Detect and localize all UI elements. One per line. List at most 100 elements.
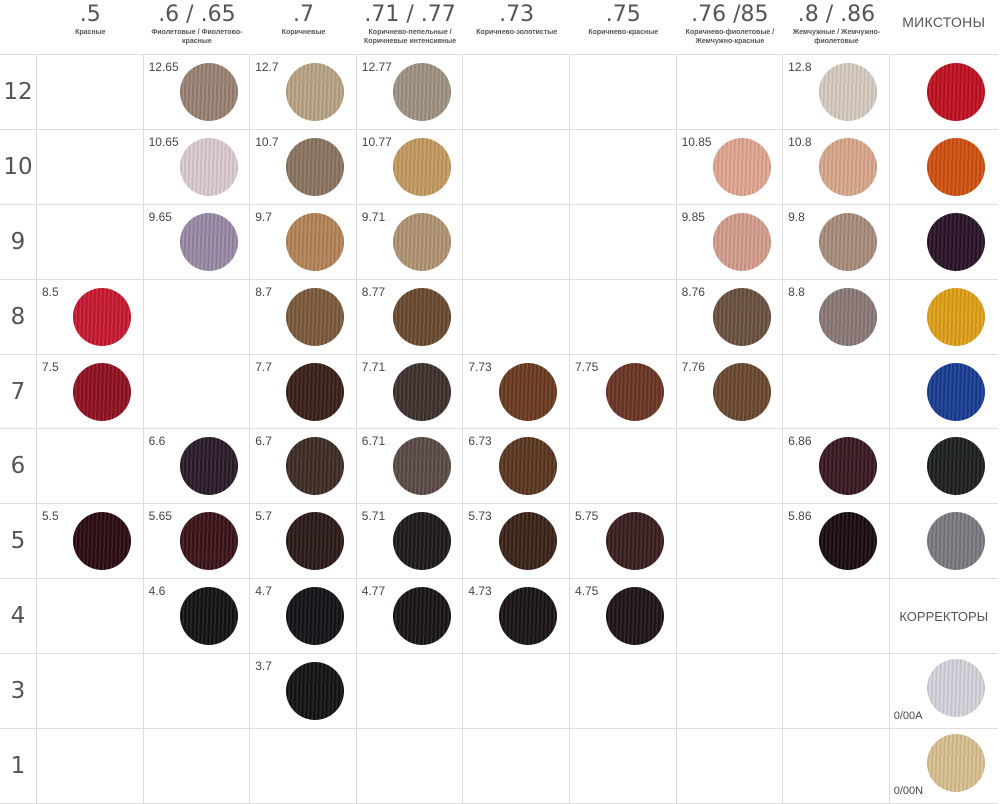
shade-cell[interactable]: 4.7: [250, 579, 357, 655]
shade-cell[interactable]: 10.85: [676, 129, 784, 205]
color-swatch[interactable]: [499, 362, 558, 421]
color-swatch[interactable]: [179, 512, 238, 571]
mixtone-cell[interactable]: [889, 504, 998, 580]
mixtone-swatch[interactable]: [926, 362, 985, 421]
color-swatch[interactable]: [286, 287, 345, 346]
mixtone-cell[interactable]: [889, 429, 998, 505]
color-swatch[interactable]: [499, 512, 558, 571]
shade-cell[interactable]: 6.73: [463, 429, 570, 505]
color-swatch[interactable]: [819, 137, 878, 196]
shade-cell[interactable]: 12.77: [356, 55, 464, 130]
shade-cell[interactable]: 7.71: [356, 354, 464, 430]
mixtone-swatch[interactable]: [926, 512, 985, 571]
shade-cell[interactable]: 3.7: [250, 654, 357, 730]
mixtone-cell[interactable]: [889, 55, 998, 130]
shade-cell[interactable]: 12.65: [143, 55, 251, 130]
color-swatch[interactable]: [179, 212, 238, 271]
corrector-cell[interactable]: 0/00N: [889, 729, 998, 804]
mixtone-swatch[interactable]: [926, 137, 985, 196]
color-swatch[interactable]: [179, 587, 238, 646]
shade-cell[interactable]: 4.75: [569, 579, 677, 655]
shade-cell[interactable]: 6.6: [143, 429, 251, 505]
color-swatch[interactable]: [286, 212, 345, 271]
mixtone-swatch[interactable]: [926, 287, 985, 346]
color-swatch[interactable]: [605, 587, 664, 646]
shade-cell[interactable]: 9.65: [143, 204, 251, 280]
color-swatch[interactable]: [819, 287, 878, 346]
shade-cell[interactable]: 7.75: [569, 354, 677, 430]
color-swatch[interactable]: [392, 362, 451, 421]
corrector-swatch[interactable]: [926, 734, 985, 793]
color-swatch[interactable]: [392, 512, 451, 571]
shade-cell[interactable]: 8.76: [676, 279, 784, 355]
shade-cell[interactable]: 8.8: [783, 279, 890, 355]
shade-cell[interactable]: 5.71: [356, 504, 464, 580]
color-swatch[interactable]: [179, 63, 238, 121]
shade-cell[interactable]: 9.71: [356, 204, 464, 280]
color-swatch[interactable]: [392, 63, 451, 121]
color-swatch[interactable]: [392, 137, 451, 196]
color-swatch[interactable]: [179, 437, 238, 496]
corrector-swatch[interactable]: [926, 659, 985, 718]
color-swatch[interactable]: [286, 512, 345, 571]
color-swatch[interactable]: [286, 437, 345, 496]
mixtone-cell[interactable]: [889, 355, 998, 430]
mixtone-cell[interactable]: [889, 280, 998, 355]
shade-cell[interactable]: 5.75: [569, 504, 677, 580]
shade-cell[interactable]: 6.86: [783, 429, 890, 505]
shade-cell[interactable]: 5.86: [783, 504, 890, 580]
color-swatch[interactable]: [819, 212, 878, 271]
color-swatch[interactable]: [819, 63, 878, 121]
shade-cell[interactable]: 5.5: [37, 504, 144, 580]
shade-cell[interactable]: 10.7: [250, 129, 357, 205]
color-swatch[interactable]: [392, 287, 451, 346]
color-swatch[interactable]: [712, 137, 771, 196]
shade-cell[interactable]: 12.8: [783, 55, 890, 130]
color-swatch[interactable]: [499, 587, 558, 646]
color-swatch[interactable]: [605, 512, 664, 571]
shade-cell[interactable]: 9.85: [676, 204, 784, 280]
color-swatch[interactable]: [286, 587, 345, 646]
mixtone-swatch[interactable]: [926, 212, 985, 271]
color-swatch[interactable]: [819, 437, 878, 496]
shade-cell[interactable]: 6.71: [356, 429, 464, 505]
shade-cell[interactable]: 5.65: [143, 504, 251, 580]
mixtone-swatch[interactable]: [926, 63, 985, 121]
shade-cell[interactable]: 4.77: [356, 579, 464, 655]
shade-cell[interactable]: 6.7: [250, 429, 357, 505]
shade-cell[interactable]: 8.7: [250, 279, 357, 355]
shade-cell[interactable]: 5.73: [463, 504, 570, 580]
color-swatch[interactable]: [73, 287, 131, 346]
shade-cell[interactable]: 7.76: [676, 354, 784, 430]
shade-cell[interactable]: 12.7: [250, 55, 357, 130]
shade-cell[interactable]: 10.65: [143, 129, 251, 205]
color-swatch[interactable]: [819, 512, 878, 571]
shade-cell[interactable]: 8.77: [356, 279, 464, 355]
color-swatch[interactable]: [73, 362, 131, 421]
color-swatch[interactable]: [605, 362, 664, 421]
color-swatch[interactable]: [712, 362, 771, 421]
color-swatch[interactable]: [286, 137, 345, 196]
corrector-cell[interactable]: 0/00A: [889, 654, 998, 730]
mixtone-cell[interactable]: [889, 205, 998, 280]
shade-cell[interactable]: 7.5: [37, 354, 144, 430]
color-swatch[interactable]: [392, 587, 451, 646]
color-swatch[interactable]: [179, 137, 238, 196]
color-swatch[interactable]: [73, 512, 131, 571]
shade-cell[interactable]: 9.7: [250, 204, 357, 280]
mixtone-cell[interactable]: [889, 130, 998, 205]
color-swatch[interactable]: [286, 662, 345, 721]
shade-cell[interactable]: 7.7: [250, 354, 357, 430]
shade-cell[interactable]: 4.73: [463, 579, 570, 655]
shade-cell[interactable]: 5.7: [250, 504, 357, 580]
shade-cell[interactable]: 7.73: [463, 354, 570, 430]
color-swatch[interactable]: [499, 437, 558, 496]
color-swatch[interactable]: [286, 362, 345, 421]
color-swatch[interactable]: [392, 437, 451, 496]
shade-cell[interactable]: 4.6: [143, 579, 251, 655]
shade-cell[interactable]: 10.77: [356, 129, 464, 205]
color-swatch[interactable]: [392, 212, 451, 271]
mixtone-swatch[interactable]: [926, 437, 985, 496]
shade-cell[interactable]: 8.5: [37, 279, 144, 355]
shade-cell[interactable]: 10.8: [783, 129, 890, 205]
